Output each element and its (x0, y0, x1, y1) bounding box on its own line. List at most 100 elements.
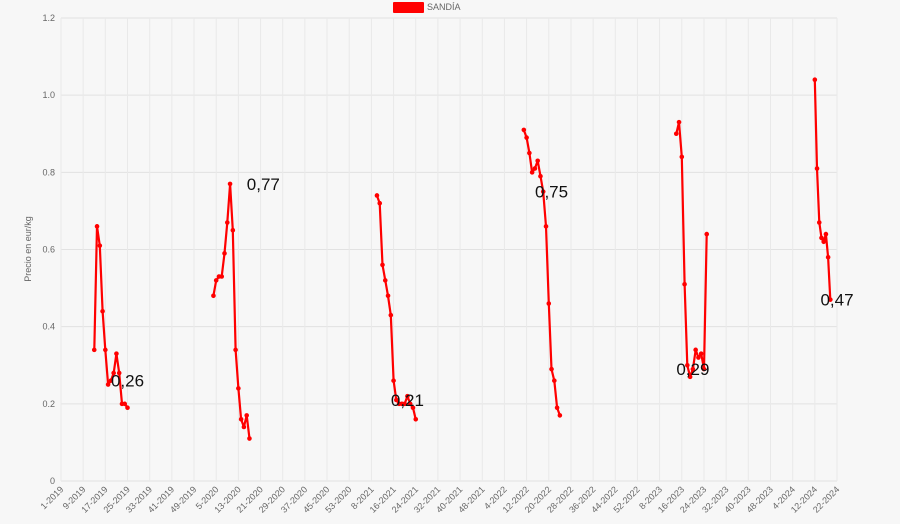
data-point[interactable] (527, 150, 532, 156)
data-point[interactable] (244, 413, 249, 418)
data-point[interactable] (535, 158, 540, 164)
data-point[interactable] (529, 170, 535, 175)
data-point[interactable] (377, 200, 383, 206)
data-point[interactable] (679, 154, 685, 160)
data-point[interactable] (821, 239, 826, 245)
data-point[interactable] (219, 274, 225, 279)
data-point[interactable] (557, 413, 563, 418)
series-sandia (91, 77, 833, 441)
y-tick-label: 0.4 (42, 322, 55, 332)
data-point[interactable] (685, 362, 690, 368)
data-point[interactable] (402, 401, 407, 407)
data-point[interactable] (549, 366, 554, 372)
data-point[interactable] (105, 382, 111, 387)
data-point[interactable] (673, 131, 679, 137)
data-label: 0,26 (111, 372, 144, 391)
data-point[interactable] (687, 374, 693, 380)
data-point[interactable] (227, 181, 233, 187)
data-point[interactable] (111, 370, 116, 376)
data-point[interactable] (100, 308, 105, 314)
data-point[interactable] (114, 351, 119, 356)
data-point[interactable] (222, 251, 227, 256)
data-labels: 0,26 0,77 0,21 0,75 0,29 0,47 (111, 175, 854, 410)
data-point[interactable] (385, 293, 391, 299)
data-point[interactable] (698, 351, 704, 356)
data-point[interactable] (546, 301, 552, 306)
data-point[interactable] (814, 166, 820, 171)
data-point[interactable] (413, 416, 419, 422)
data-point[interactable] (247, 436, 252, 441)
data-point[interactable] (407, 401, 413, 407)
data-point[interactable] (374, 193, 380, 198)
data-point[interactable] (701, 366, 707, 372)
x-axis-ticks: 1-20199-201917-201925-201933-201941-2019… (39, 484, 842, 514)
y-tick-label: 0.8 (42, 167, 55, 177)
data-point[interactable] (236, 386, 241, 391)
data-point[interactable] (394, 397, 399, 403)
y-tick-label: 1.2 (42, 13, 55, 23)
x-tick-label: 1-2019 (39, 484, 66, 511)
data-point[interactable] (521, 127, 527, 133)
data-point[interactable] (690, 366, 696, 372)
data-label: 0,29 (676, 360, 709, 379)
grid (60, 17, 838, 482)
data-label: 0,75 (535, 183, 568, 202)
data-point[interactable] (391, 378, 396, 383)
data-label: 0,77 (247, 175, 280, 194)
data-point[interactable] (552, 378, 557, 383)
data-point[interactable] (238, 416, 244, 422)
data-point[interactable] (816, 220, 822, 225)
y-axis-label: Precio en eur/kg (23, 216, 33, 282)
data-point[interactable] (213, 278, 219, 283)
data-point[interactable] (233, 347, 238, 353)
data-point[interactable] (554, 405, 560, 410)
data-point[interactable] (819, 235, 824, 241)
data-point[interactable] (108, 378, 114, 383)
legend-label: SANDÍA (427, 2, 461, 12)
data-label: 0,47 (820, 291, 853, 310)
data-point[interactable] (388, 312, 394, 318)
y-tick-label: 1.0 (42, 90, 55, 100)
data-point[interactable] (823, 231, 829, 237)
data-point[interactable] (122, 401, 128, 407)
data-point[interactable] (380, 262, 385, 268)
series-line (813, 79, 832, 300)
data-point[interactable] (410, 405, 416, 410)
data-point[interactable] (676, 119, 682, 125)
y-tick-label: 0 (50, 476, 55, 486)
y-axis-ticks: 0 0.2 0.4 0.6 0.8 1.0 1.2 (42, 13, 55, 486)
data-point[interactable] (825, 254, 831, 260)
data-point[interactable] (224, 220, 230, 225)
data-point[interactable] (382, 278, 388, 283)
data-point[interactable] (704, 231, 710, 237)
data-point[interactable] (103, 347, 108, 353)
legend[interactable]: SANDÍA (393, 2, 461, 13)
data-point[interactable] (828, 297, 833, 302)
data-point[interactable] (230, 227, 236, 233)
data-point[interactable] (405, 393, 410, 399)
data-point[interactable] (812, 77, 818, 83)
y-tick-label: 0.6 (42, 245, 55, 255)
y-tick-label: 0.2 (42, 399, 55, 409)
legend-swatch (393, 2, 424, 13)
data-point[interactable] (543, 224, 549, 229)
data-point[interactable] (116, 370, 122, 376)
data-point[interactable] (538, 173, 543, 179)
data-point[interactable] (91, 347, 97, 353)
data-label: 0,21 (391, 391, 424, 410)
data-point[interactable] (696, 355, 701, 360)
data-point[interactable] (693, 347, 698, 353)
data-point[interactable] (125, 405, 130, 410)
data-point[interactable] (540, 189, 546, 194)
data-point[interactable] (97, 243, 103, 248)
data-point[interactable] (532, 166, 538, 171)
data-point[interactable] (524, 135, 529, 140)
data-point[interactable] (241, 424, 247, 430)
data-point[interactable] (211, 293, 216, 299)
series-line (675, 121, 708, 378)
series-line (212, 182, 251, 439)
data-point[interactable] (682, 281, 687, 287)
data-point[interactable] (94, 224, 100, 229)
